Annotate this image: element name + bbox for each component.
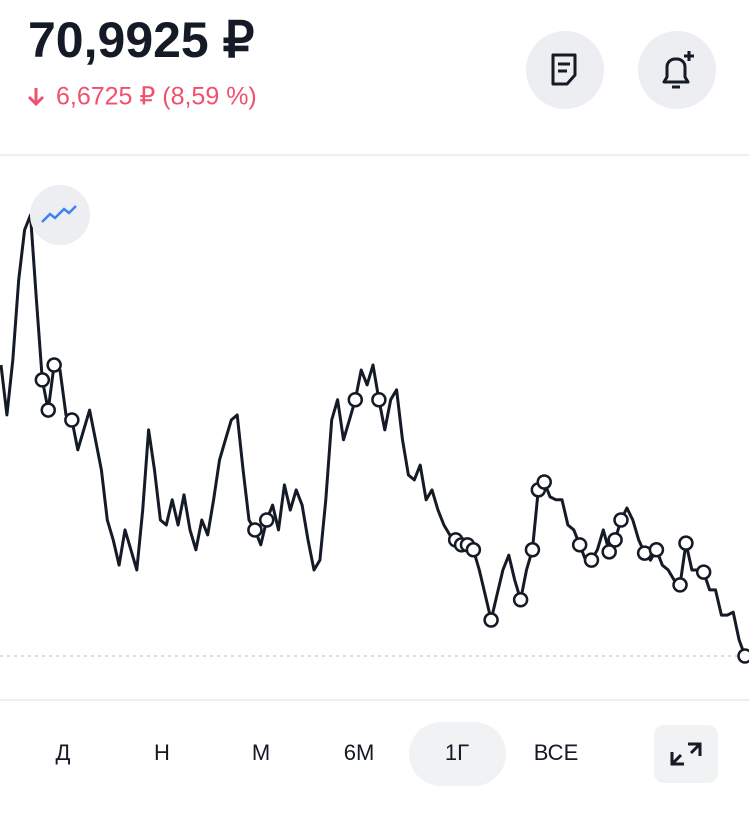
event-marker [536, 474, 552, 490]
event-marker [524, 542, 541, 558]
plot [0, 213, 749, 664]
event-marker [613, 512, 629, 528]
tabs: Д Н М 6М 1Г ВСЕ [56, 740, 579, 765]
price-line [0, 213, 747, 657]
down-arrow [27, 88, 45, 107]
event-marker [46, 357, 62, 373]
expand-icon [670, 742, 702, 766]
chart-type-icon [41, 205, 77, 223]
expand-button[interactable] [654, 725, 718, 783]
event-marker [672, 577, 688, 593]
event-marker [258, 512, 275, 528]
event-marker [371, 391, 387, 408]
event-marker [247, 522, 263, 538]
period-tab[interactable]: Н [154, 740, 170, 765]
notes-icon [551, 53, 577, 86]
event-marker [607, 532, 623, 548]
period-tab[interactable]: 1Г [445, 740, 469, 765]
price-change: 6,6725 ₽ (8,59 %) [56, 83, 257, 111]
period-tab[interactable]: М [252, 740, 270, 765]
event-marker [678, 535, 694, 551]
alert-button[interactable] [638, 31, 716, 109]
event-marker [648, 542, 665, 558]
event-marker [34, 372, 51, 388]
event-marker [512, 592, 529, 608]
event-marker [465, 542, 482, 558]
chart-type-button[interactable] [30, 185, 90, 245]
event-marker [40, 402, 56, 418]
bell-icon [662, 51, 694, 89]
event-marker [64, 412, 80, 428]
event-marker [571, 537, 588, 553]
period-tab[interactable]: 6М [344, 740, 375, 765]
period-tab[interactable]: ВСЕ [534, 740, 579, 765]
event-marker [695, 564, 712, 580]
event-marker [737, 648, 749, 664]
period-tab[interactable]: Д [56, 740, 71, 765]
event-marker [601, 544, 617, 560]
selected-tab [409, 722, 506, 786]
event-marker [347, 391, 364, 408]
event-marker [583, 552, 600, 568]
price: 70,9925 ₽ [28, 12, 254, 68]
event-marker [483, 612, 499, 628]
